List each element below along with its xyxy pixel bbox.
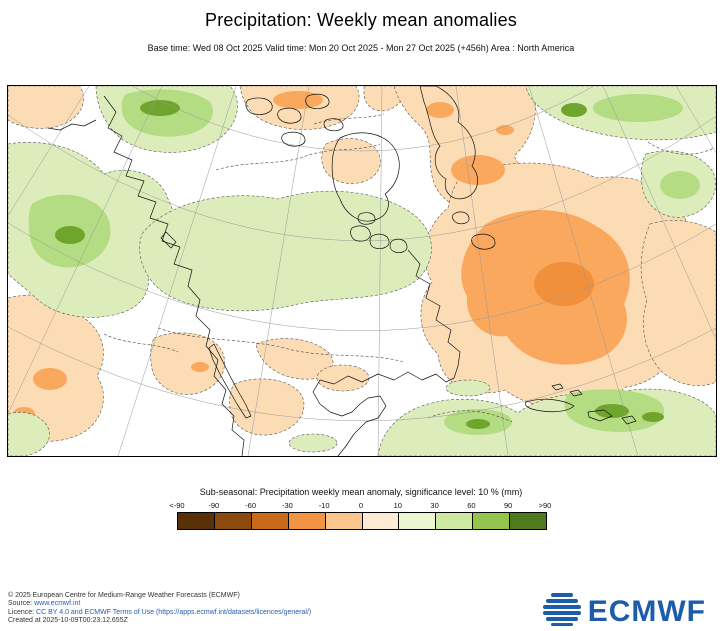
colorbar-tick-label: -90 <box>208 501 220 510</box>
colorbar-segment <box>361 513 399 529</box>
colorbar <box>177 512 547 530</box>
footer: © 2025 European Centre for Medium-Range … <box>8 592 311 626</box>
significance-contours <box>103 113 715 423</box>
colorbar-tick-label: 60 <box>467 501 476 510</box>
colorbar-segment <box>472 513 510 529</box>
colorbar-tick-label: >90 <box>538 501 552 510</box>
anomaly-map <box>7 85 717 457</box>
colorbar-segment <box>250 513 288 529</box>
licence-line: Licence: CC BY 4.0 and ECMWF Terms of Us… <box>8 609 311 617</box>
colorbar-tick-label: -60 <box>245 501 257 510</box>
colorbar-segment <box>324 513 362 529</box>
colorbar-tick-label: -30 <box>281 501 293 510</box>
source-line: Source: www.ecmwf.int <box>8 600 311 608</box>
page-title: Precipitation: Weekly mean anomalies <box>204 10 517 30</box>
colorbar-tick-label: 0 <box>358 501 364 510</box>
coastlines <box>47 86 637 456</box>
colorbar-tick-label: 30 <box>430 501 439 510</box>
colorbar-segment <box>178 513 214 529</box>
graticule <box>8 86 716 456</box>
colorbar-segment <box>509 513 547 529</box>
orange-anomaly-peaks <box>534 262 594 306</box>
colorbar-tick-label: 10 <box>393 501 402 510</box>
colorbar-tick-label: <-90 <box>169 501 185 510</box>
source-link[interactable]: www.ecmwf.int <box>34 600 81 608</box>
colorbar-tick-label: -10 <box>318 501 330 510</box>
colorbar-title: Sub-seasonal: Precipitation weekly mean … <box>199 487 523 497</box>
colorbar-segment <box>435 513 473 529</box>
ecmwf-logo: ECMWF <box>542 592 706 631</box>
colorbar-tick-label: 90 <box>504 501 513 510</box>
copyright-line: © 2025 European Centre for Medium-Range … <box>8 592 240 599</box>
colorbar-segment <box>213 513 251 529</box>
licence-label: Licence: <box>8 608 35 616</box>
ecmwf-wordmark: ECMWF <box>587 594 706 628</box>
colorbar-tick-labels: <-90 -90 -60 -30 -10 0 10 30 60 90 >90 <box>169 501 551 510</box>
created-line: Created at 2025-10-09T00:23:12.655Z <box>8 617 128 625</box>
source-label: Source: <box>8 600 33 608</box>
colorbar-segment <box>398 513 436 529</box>
base-valid-time-subtitle: Base time: Wed 08 Oct 2025 Valid time: M… <box>147 43 575 53</box>
licence-link[interactable]: CC BY 4.0 and ECMWF Terms of Use (https:… <box>36 608 312 616</box>
colorbar-segment <box>287 513 325 529</box>
ecmwf-logo-icon <box>542 592 581 631</box>
